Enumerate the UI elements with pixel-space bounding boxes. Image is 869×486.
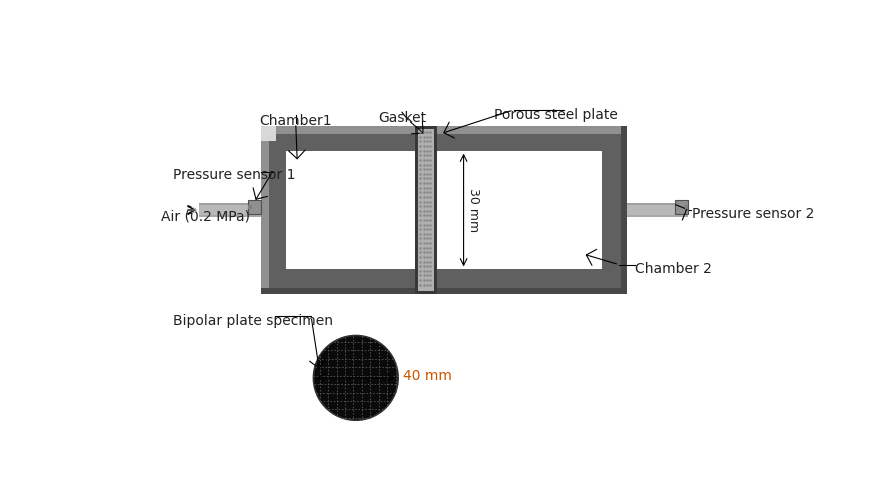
Bar xyxy=(620,126,626,294)
Bar xyxy=(199,203,261,217)
Bar xyxy=(436,151,601,269)
Text: 30 mm: 30 mm xyxy=(466,188,479,232)
Bar xyxy=(261,126,269,294)
Bar xyxy=(626,203,687,206)
Text: 40 mm: 40 mm xyxy=(402,369,451,383)
Bar xyxy=(674,200,687,214)
Text: Air (0.2 MPa): Air (0.2 MPa) xyxy=(161,209,249,223)
Bar xyxy=(684,205,687,209)
Text: Gasket: Gasket xyxy=(377,111,426,125)
Bar xyxy=(626,215,687,217)
Text: Chamber 2: Chamber 2 xyxy=(634,262,711,277)
Text: Pressure sensor 2: Pressure sensor 2 xyxy=(692,207,813,221)
Bar xyxy=(248,205,251,209)
Bar xyxy=(626,203,687,217)
Bar xyxy=(261,126,276,141)
Bar xyxy=(415,126,436,294)
Bar xyxy=(199,203,261,206)
Bar xyxy=(199,215,261,217)
Bar xyxy=(261,126,626,294)
Bar xyxy=(261,288,626,294)
Text: Bipolar plate specimen: Bipolar plate specimen xyxy=(172,314,332,328)
Text: Porous steel plate: Porous steel plate xyxy=(494,108,617,122)
Circle shape xyxy=(313,335,398,420)
Bar xyxy=(261,126,626,134)
Bar xyxy=(248,200,261,214)
Text: Pressure sensor 1: Pressure sensor 1 xyxy=(172,169,295,182)
Text: Chamber1: Chamber1 xyxy=(259,114,332,128)
Bar xyxy=(418,129,433,291)
Bar xyxy=(285,151,415,269)
